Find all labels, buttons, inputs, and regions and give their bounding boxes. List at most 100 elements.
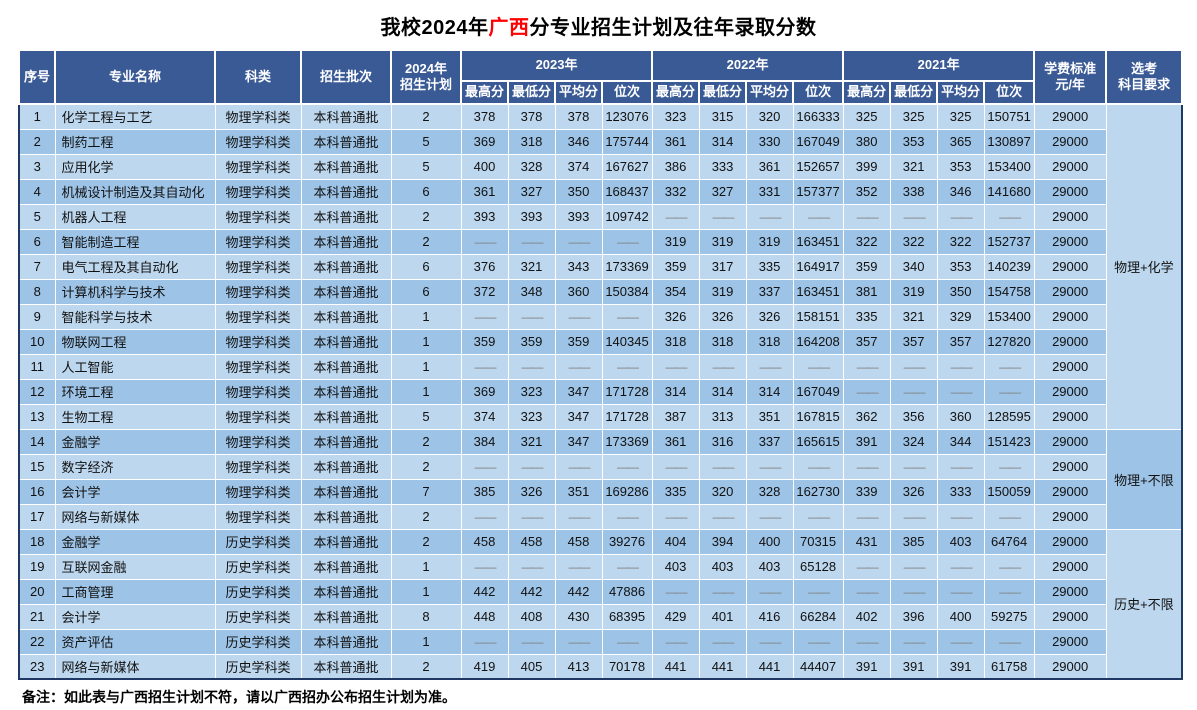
cell-2021-rank: 141680	[983, 178, 1035, 205]
cell-category: 物理学科类	[214, 428, 302, 455]
cell-tuition: 29000	[1033, 528, 1107, 555]
cell-batch: 本科普通批	[300, 303, 392, 330]
cell-batch: 本科普通批	[300, 228, 392, 255]
table-row: 13 生物工程 物理学科类 本科普通批 5 374 323 347 171728 387 313 35…	[18, 403, 1182, 430]
cell-category: 物理学科类	[214, 203, 302, 230]
cell-major: 会计学	[54, 603, 216, 630]
cell-2022-max: 326	[651, 303, 700, 330]
cell-2021-rank: 64764	[983, 528, 1035, 555]
cell-major: 电气工程及其自动化	[54, 253, 216, 280]
cell-2023-max: 458	[460, 528, 509, 555]
title-prefix: 我校2024年	[380, 17, 489, 39]
cell-2022-avg: 403	[745, 553, 794, 580]
cell-2023-min: ——	[507, 303, 556, 330]
cell-tuition: 29000	[1033, 553, 1107, 580]
cell-2022-avg: ——	[745, 628, 794, 655]
cell-2021-avg: 333	[936, 478, 985, 505]
footnote: 备注：如此表与广西招生计划不符，请以广西招办公布招生计划为准。	[22, 689, 456, 705]
cell-tuition: 29000	[1033, 178, 1107, 205]
cell-2023-rank: 123076	[601, 103, 653, 130]
cell-2021-rank: 150751	[983, 103, 1035, 130]
cell-major: 网络与新媒体	[54, 503, 216, 530]
cell-2023-min: 359	[507, 328, 556, 355]
title-province-highlight: 广西	[488, 17, 530, 39]
cell-category: 物理学科类	[214, 278, 302, 305]
cell-2022-max: 323	[651, 103, 700, 130]
cell-2023-rank: ——	[601, 353, 653, 380]
cell-2023-min: ——	[507, 503, 556, 530]
cell-2022-max: 386	[651, 153, 700, 180]
cell-major: 机械设计制造及其自动化	[54, 178, 216, 205]
cell-2022-max: 359	[651, 253, 700, 280]
cell-2021-rank: 59275	[983, 603, 1035, 630]
cell-2021-min: 396	[889, 603, 938, 630]
cell-major: 金融学	[54, 428, 216, 455]
cell-2021-rank: 61758	[983, 653, 1035, 680]
cell-2021-min: ——	[889, 378, 938, 405]
cell-plan-2024: 2	[390, 103, 462, 130]
cell-2021-min: 353	[889, 128, 938, 155]
cell-2023-avg: 458	[554, 528, 603, 555]
cell-2021-max: 391	[842, 428, 891, 455]
cell-2021-max: 402	[842, 603, 891, 630]
cell-2022-avg: ——	[745, 578, 794, 605]
cell-2022-min: ——	[698, 203, 747, 230]
cell-2021-avg: ——	[936, 353, 985, 380]
cell-category: 物理学科类	[214, 303, 302, 330]
cell-tuition: 29000	[1033, 453, 1107, 480]
cell-2021-min: ——	[889, 628, 938, 655]
table-row: 21 会计学 历史学科类 本科普通批 8 448 408 430 68395 429 401 416 6…	[18, 603, 1182, 630]
header-year-2021: 2021年	[842, 49, 1036, 82]
cell-plan-2024: 2	[390, 203, 462, 230]
admission-plan-table: 序号 专业名称 科类 招生批次 2024年 招生计划 2023年 2022年 2…	[18, 49, 1184, 680]
cell-2023-max: 369	[460, 128, 509, 155]
cell-batch: 本科普通批	[300, 278, 392, 305]
cell-2021-max: 352	[842, 178, 891, 205]
table-row: 6 智能制造工程 物理学科类 本科普通批 2 —— —— —— —— 319 319 319 16345…	[18, 228, 1182, 255]
cell-2023-min: 323	[507, 378, 556, 405]
cell-2021-avg: 391	[936, 653, 985, 680]
cell-category: 物理学科类	[214, 478, 302, 505]
cell-2022-rank: 165615	[792, 428, 844, 455]
cell-2023-avg: 374	[554, 153, 603, 180]
cell-category: 物理学科类	[214, 353, 302, 380]
cell-2022-rank: ——	[792, 453, 844, 480]
cell-2023-avg: 347	[554, 428, 603, 455]
cell-seq: 19	[18, 553, 56, 580]
subheader-2023-max: 最高分	[460, 80, 509, 105]
cell-2022-min: 315	[698, 103, 747, 130]
cell-2022-min: ——	[698, 453, 747, 480]
cell-2022-avg: 328	[745, 478, 794, 505]
cell-seq: 18	[18, 528, 56, 555]
cell-2021-min: ——	[889, 203, 938, 230]
cell-2023-max: 374	[460, 403, 509, 430]
cell-batch: 本科普通批	[300, 203, 392, 230]
cell-2023-rank: ——	[601, 453, 653, 480]
header-batch: 招生批次	[300, 49, 392, 105]
cell-2021-max: 322	[842, 228, 891, 255]
cell-2022-max: ——	[651, 203, 700, 230]
cell-2021-min: 324	[889, 428, 938, 455]
cell-2022-max: ——	[651, 578, 700, 605]
cell-2021-avg: 346	[936, 178, 985, 205]
cell-batch: 本科普通批	[300, 253, 392, 280]
cell-major: 金融学	[54, 528, 216, 555]
cell-2022-max: 404	[651, 528, 700, 555]
cell-2022-rank: 167049	[792, 128, 844, 155]
cell-2023-avg: ——	[554, 353, 603, 380]
header-category: 科类	[214, 49, 302, 105]
cell-2023-min: 393	[507, 203, 556, 230]
cell-tuition: 29000	[1033, 353, 1107, 380]
cell-2023-max: 361	[460, 178, 509, 205]
cell-2022-avg: ——	[745, 503, 794, 530]
cell-2023-min: 321	[507, 428, 556, 455]
cell-2022-max: 318	[651, 328, 700, 355]
cell-2021-avg: 360	[936, 403, 985, 430]
cell-tuition: 29000	[1033, 578, 1107, 605]
cell-category: 物理学科类	[214, 503, 302, 530]
cell-batch: 本科普通批	[300, 153, 392, 180]
subheader-2022-min: 最低分	[698, 80, 748, 105]
cell-2021-max: 391	[842, 653, 891, 680]
cell-2021-rank: ——	[983, 628, 1035, 655]
cell-seq: 9	[18, 303, 56, 330]
